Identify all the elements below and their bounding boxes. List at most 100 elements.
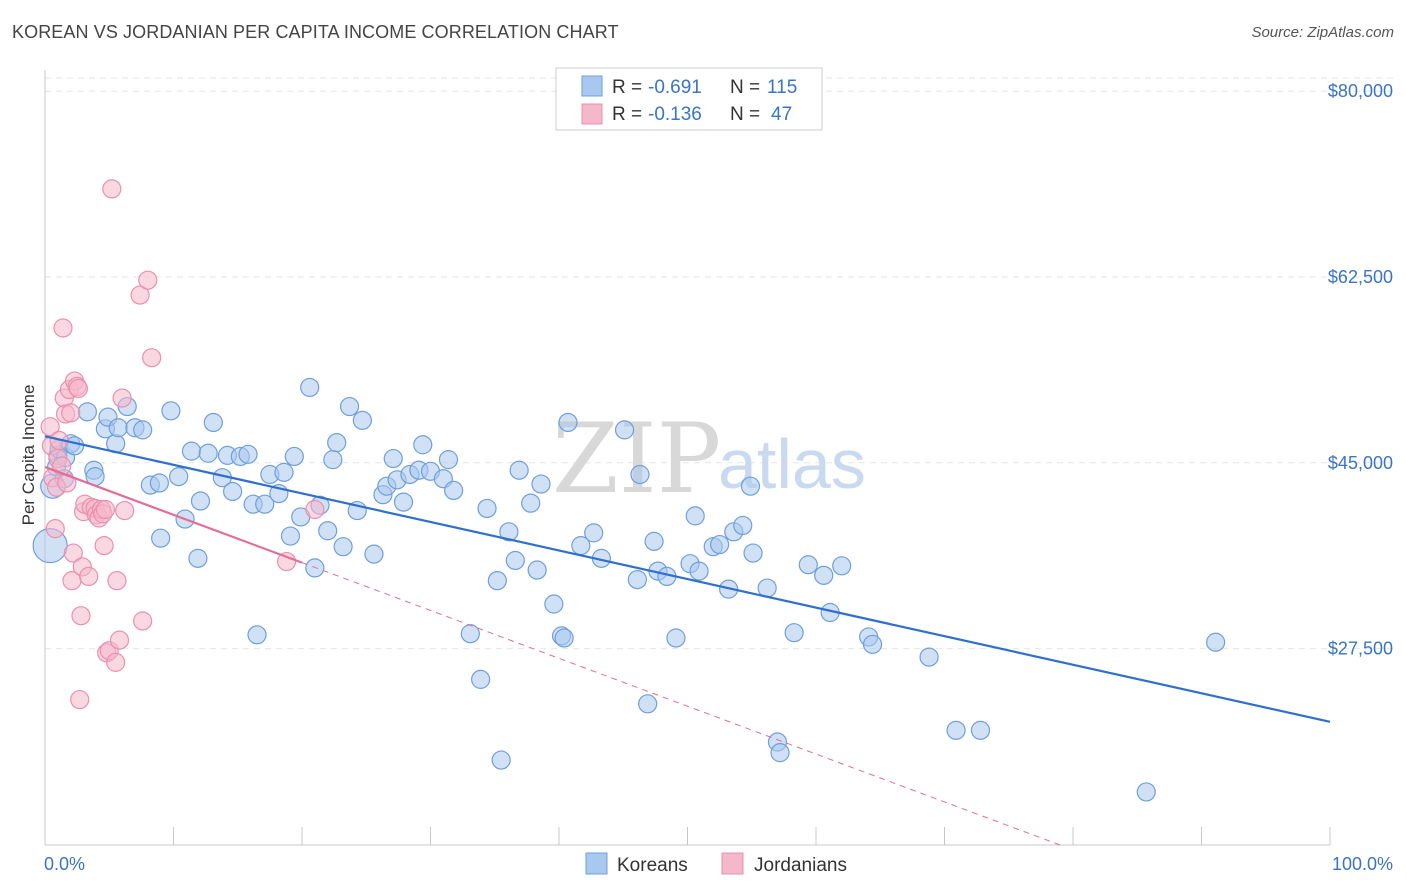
korean-point <box>832 556 852 576</box>
grid-lines <box>45 77 1393 650</box>
x-tick-label-max: 100.0% <box>1332 854 1393 874</box>
jordanian-point <box>79 566 99 587</box>
jordanian-point <box>305 499 325 520</box>
series-legend: Koreans Jordanians <box>585 852 847 876</box>
jordanian-point <box>107 571 127 591</box>
legend-n-value-1: 47 <box>771 104 792 125</box>
korean-point <box>614 420 635 440</box>
korean-point <box>689 561 709 581</box>
korean-point <box>770 743 790 763</box>
chart-title: KOREAN VS JORDANIAN PER CAPITA INCOME CO… <box>12 22 619 42</box>
korean-point <box>188 548 208 568</box>
bottom-legend-swatch-koreans <box>585 852 608 875</box>
bottom-legend-jordanians: Jordanians <box>754 855 847 876</box>
y-tick-label: $45,000 <box>1328 453 1393 473</box>
korean-point <box>733 515 753 536</box>
series-koreans <box>32 377 1226 802</box>
korean-point <box>740 476 761 496</box>
korean-point <box>383 448 403 469</box>
jordanian-point <box>63 543 83 563</box>
korean-point <box>203 412 223 433</box>
korean-point <box>181 441 202 461</box>
jordanian-trend-line <box>44 466 303 564</box>
korean-point <box>393 492 414 512</box>
jordanian-point <box>45 519 65 539</box>
korean-trend-line <box>44 435 1331 723</box>
series-jordanians <box>40 179 325 710</box>
korean-point <box>471 669 491 689</box>
korean-point <box>521 493 541 513</box>
trend-lines <box>44 435 1331 846</box>
chart-source: Source: ZipAtlas.com <box>1251 24 1394 41</box>
korean-point <box>151 528 171 548</box>
jordanian-point <box>102 179 122 199</box>
y-tick-label: $80,000 <box>1328 81 1393 101</box>
legend-r-value-1: -0.136 <box>648 104 702 125</box>
jordanian-point <box>95 499 115 520</box>
korean-point <box>527 560 547 580</box>
korean-point <box>743 543 763 563</box>
korean-point <box>300 377 320 398</box>
bottom-legend-koreans: Koreans <box>617 855 688 876</box>
korean-point <box>814 565 834 585</box>
korean-point <box>133 420 153 440</box>
korean-point <box>1206 632 1226 652</box>
y-tick-labels: $27,500 $45,000 $62,500 $80,000 <box>1328 81 1393 658</box>
korean-point <box>280 526 301 546</box>
legend-r-label-0: R = <box>612 77 642 98</box>
legend-n-label-1: N = <box>730 104 760 125</box>
korean-point <box>364 544 384 564</box>
jordanian-point <box>109 630 130 650</box>
korean-point <box>644 531 664 551</box>
jordanian-trend-extension <box>301 562 1061 846</box>
jordanian-point <box>53 318 73 338</box>
korean-point <box>339 396 360 417</box>
korean-point <box>554 628 574 648</box>
korean-point <box>509 460 529 480</box>
korean-point <box>161 401 181 421</box>
jordanian-point <box>130 285 150 305</box>
korean-point <box>630 464 650 485</box>
jordanian-point <box>57 473 77 493</box>
watermark: ZIP atlas <box>552 403 866 515</box>
jordanian-point <box>71 606 91 626</box>
korean-point <box>710 534 730 555</box>
korean-point <box>970 720 991 740</box>
watermark-zip: ZIP <box>552 403 721 515</box>
korean-point <box>223 481 243 502</box>
jordanian-point <box>68 378 89 399</box>
korean-point <box>149 473 169 493</box>
korean-point <box>352 410 372 430</box>
korean-point <box>477 498 497 519</box>
korean-point <box>238 444 258 464</box>
korean-point <box>627 569 647 590</box>
y-tick-label: $27,500 <box>1328 639 1393 659</box>
korean-point <box>638 694 658 714</box>
legend-r-label-1: R = <box>612 104 642 125</box>
korean-point <box>323 450 343 470</box>
korean-point <box>333 537 353 557</box>
korean-point <box>198 443 218 463</box>
jordanian-point <box>115 500 135 521</box>
korean-point <box>438 450 459 470</box>
korean-point <box>531 474 551 494</box>
korean-point <box>544 594 564 614</box>
legend-r-value-0: -0.691 <box>648 77 702 98</box>
korean-point <box>584 523 604 543</box>
y-tick-label: $62,500 <box>1328 267 1393 287</box>
korean-point <box>274 462 294 482</box>
korean-point <box>255 494 275 514</box>
watermark-atlas: atlas <box>718 425 866 503</box>
korean-point <box>444 480 464 501</box>
jordanian-point <box>70 689 90 710</box>
korean-point <box>247 625 267 645</box>
korean-point <box>318 521 338 541</box>
korean-point <box>919 647 939 667</box>
x-tick-label-min: 0.0% <box>44 854 85 874</box>
korean-point <box>505 550 525 571</box>
korean-point <box>169 467 189 487</box>
korean-point <box>1136 782 1156 802</box>
jordanian-point <box>276 551 297 572</box>
korean-point <box>460 624 480 644</box>
